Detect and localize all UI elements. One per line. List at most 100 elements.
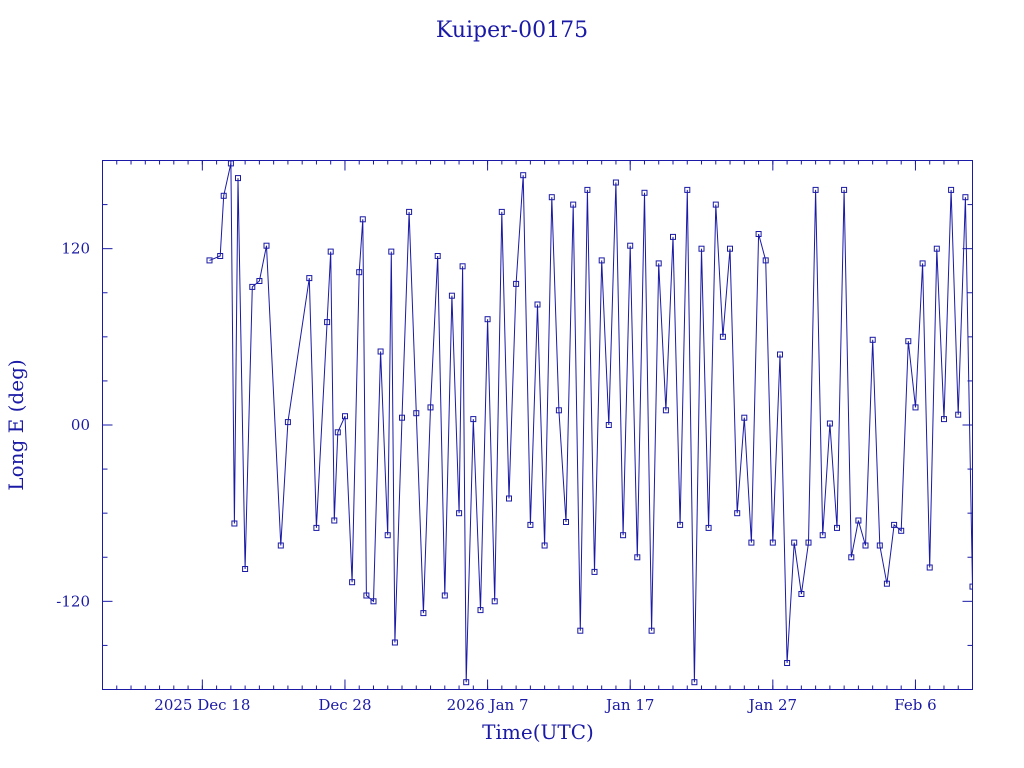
data-point: [677, 521, 684, 528]
data-point: [883, 580, 890, 587]
data-point: [217, 253, 224, 259]
data-point: [869, 336, 876, 343]
data-point: [912, 404, 919, 411]
x-tick-label: 2026 Jan 7: [447, 696, 529, 714]
data-point: [734, 510, 741, 517]
data-point: [463, 679, 470, 686]
data-point: [648, 627, 655, 634]
chart-title: Kuiper-00175: [436, 18, 588, 43]
data-point: [805, 539, 812, 546]
data-point: [427, 404, 434, 411]
data-point: [698, 245, 705, 252]
data-point: [520, 172, 527, 179]
data-point: [819, 532, 826, 539]
x-tick-label: 2025 Dec 18: [154, 696, 250, 714]
data-point: [563, 519, 569, 525]
data-point: [712, 201, 719, 208]
data-point: [420, 610, 427, 617]
data-point: [313, 524, 320, 531]
data-point: [363, 592, 370, 599]
data-point: [206, 257, 213, 264]
data-point: [231, 520, 238, 527]
data-point: [655, 260, 662, 267]
data-point: [598, 257, 605, 264]
data-point: [641, 189, 648, 196]
data-point: [413, 410, 420, 417]
data-point: [841, 186, 848, 193]
data-point: [684, 186, 691, 193]
data-point: [826, 420, 833, 427]
data-point: [498, 208, 505, 215]
data-point: [705, 524, 712, 531]
data-point: [459, 263, 466, 270]
x-tick-label: Jan 27: [747, 696, 797, 714]
data-point: [876, 542, 883, 549]
data-point: [388, 248, 395, 255]
data-point: [662, 407, 669, 414]
data-point: [249, 283, 256, 290]
data-point: [456, 510, 463, 517]
data-point: [506, 495, 512, 502]
data-point: [324, 319, 331, 326]
data-point: [227, 161, 234, 167]
data-point: [434, 253, 441, 259]
x-tick-label: Dec 28: [318, 696, 371, 714]
data-point: [627, 242, 634, 249]
data-point: [406, 208, 413, 215]
data-point: [263, 242, 270, 249]
data-point: [334, 429, 341, 436]
y-tick-label: 120: [61, 240, 90, 258]
data-point: [948, 186, 955, 193]
data-point: [848, 554, 855, 561]
data-point: [484, 316, 491, 323]
data-point: [691, 679, 698, 686]
data-point: [891, 521, 898, 528]
x-axis-title: Time(UTC): [482, 720, 594, 744]
x-axis: 2025 Dec 18 Dec 28 2026 Jan 7 Jan 17 Jan 27 F…: [102, 160, 973, 714]
data-point: [727, 245, 733, 252]
data-point: [584, 186, 591, 193]
data-point: [477, 607, 484, 614]
data-point: [284, 419, 291, 426]
data-point: [277, 542, 284, 549]
data-point: [349, 579, 356, 586]
data-point: [441, 592, 448, 599]
data-point: [356, 269, 363, 276]
data-point: [327, 248, 334, 255]
data-point: [741, 414, 748, 421]
data-point: [862, 542, 869, 549]
data-point: [384, 532, 391, 539]
data-point: [798, 591, 805, 597]
data-point: [448, 292, 455, 299]
data-point: [812, 186, 819, 193]
data-point: [719, 333, 726, 340]
data-point: [342, 413, 348, 420]
data-point: [634, 554, 641, 561]
data-point: [591, 568, 598, 575]
data-point: [370, 598, 377, 605]
data-point: [933, 245, 940, 252]
y-tick-label: 00: [71, 416, 90, 434]
data-point: [769, 539, 776, 546]
data-point: [962, 194, 969, 201]
y-axis: 120 00 -120: [56, 160, 973, 690]
data-point: [220, 192, 227, 199]
data-point: [898, 527, 905, 534]
data-point: [235, 175, 241, 182]
data-point: [306, 275, 313, 282]
data-point: [513, 280, 520, 287]
y-axis-title: Long E (deg): [4, 359, 28, 490]
data-point: [777, 351, 783, 358]
data-point: [670, 233, 676, 240]
data-point: [541, 542, 548, 549]
data-point: [977, 549, 982, 554]
y-tick-label: -120: [56, 592, 90, 610]
series-line: [209, 163, 972, 683]
data-point: [548, 194, 555, 201]
data-point: [941, 416, 947, 423]
data-point: [534, 301, 541, 308]
data-point: [399, 414, 405, 421]
data-point: [784, 660, 791, 666]
data-point: [470, 416, 477, 423]
